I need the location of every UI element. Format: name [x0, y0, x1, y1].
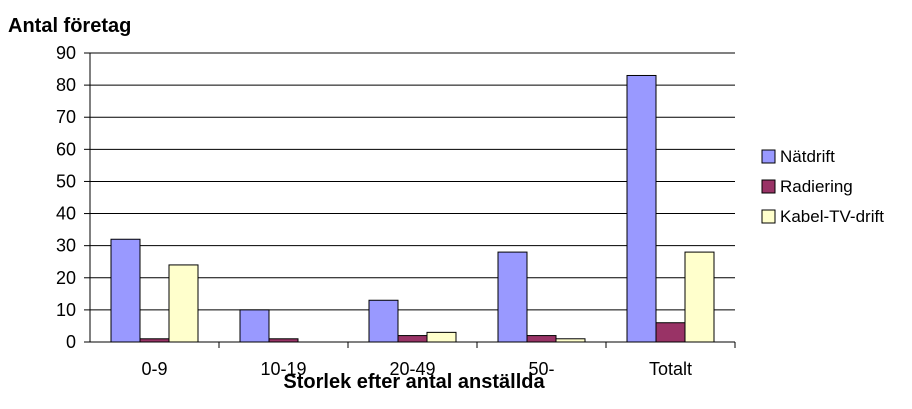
y-tick-label: 20	[56, 268, 76, 288]
y-tick-label: 70	[56, 107, 76, 127]
bar-kabel-tv-drift-20-49	[426, 331, 457, 343]
bar-n-tdrift-20-49	[368, 299, 399, 343]
bar-radiering-50-	[526, 335, 557, 343]
bar-kabel-tv-drift-0-9	[168, 264, 199, 343]
bar-kabel-tv-drift-totalt	[684, 251, 715, 343]
legend-swatch	[761, 209, 776, 224]
bars	[110, 74, 715, 343]
x-tick-label: 20-49	[389, 359, 435, 379]
y-tick-label: 30	[56, 236, 76, 256]
bar-n-tdrift-50-	[497, 251, 528, 343]
y-axis-title: Antal företag	[8, 15, 131, 37]
x-tick-labels: 0-9 10-19 20-49 50- Totalt	[141, 359, 692, 379]
bar-n-tdrift-0-9	[110, 238, 141, 343]
y-tick-label: 40	[56, 204, 76, 224]
bar-n-tdrift-totalt	[626, 74, 657, 343]
legend-label: Kabel-TV-drift	[780, 207, 884, 226]
legend-label: Nätdrift	[780, 147, 835, 166]
y-tick-labels: 0 10 20 30 40 50 60 70 80 90	[56, 43, 76, 352]
axes	[84, 52, 736, 348]
x-axis-title: Storlek efter antal anställda	[283, 371, 545, 393]
legend-swatch	[761, 179, 776, 194]
bar-n-tdrift-10-19	[239, 309, 270, 343]
x-tick-label: 50-	[528, 359, 554, 379]
legend-swatch	[761, 149, 776, 164]
x-tick-label: 10-19	[260, 359, 306, 379]
y-tick-label: 80	[56, 75, 76, 95]
y-tick-label: 60	[56, 139, 76, 159]
bar-radiering-totalt	[655, 322, 686, 343]
x-tick-label: Totalt	[649, 359, 692, 379]
bar-radiering-20-49	[397, 335, 428, 343]
y-tick-label: 0	[66, 332, 76, 352]
x-tick-label: 0-9	[141, 359, 167, 379]
y-tick-label: 50	[56, 171, 76, 191]
legend-label: Radiering	[780, 177, 853, 196]
y-tick-label: 90	[56, 43, 76, 63]
legend: Nätdrift Radiering Kabel-TV-drift	[761, 147, 884, 226]
y-tick-label: 10	[56, 300, 76, 320]
